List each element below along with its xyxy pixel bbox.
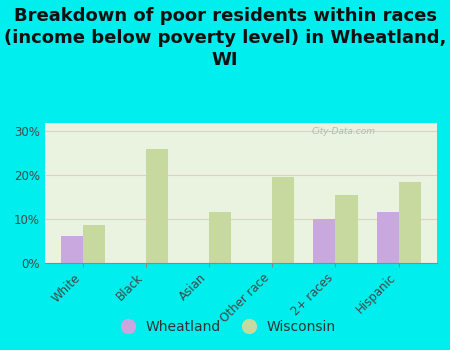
Bar (83, 225, 105, 262)
Bar (377, 212, 399, 262)
Text: City-Data.com: City-Data.com (311, 127, 375, 136)
Legend: Wheatland, Wisconsin: Wheatland, Wisconsin (108, 314, 342, 340)
Bar (335, 195, 358, 262)
Bar (399, 182, 421, 262)
Text: Breakdown of poor residents within races
(income below poverty level) in Wheatla: Breakdown of poor residents within races… (4, 7, 446, 69)
Bar (272, 177, 294, 262)
Bar (61, 236, 83, 262)
Bar (146, 149, 168, 262)
Bar (313, 219, 335, 262)
Bar (209, 212, 231, 262)
